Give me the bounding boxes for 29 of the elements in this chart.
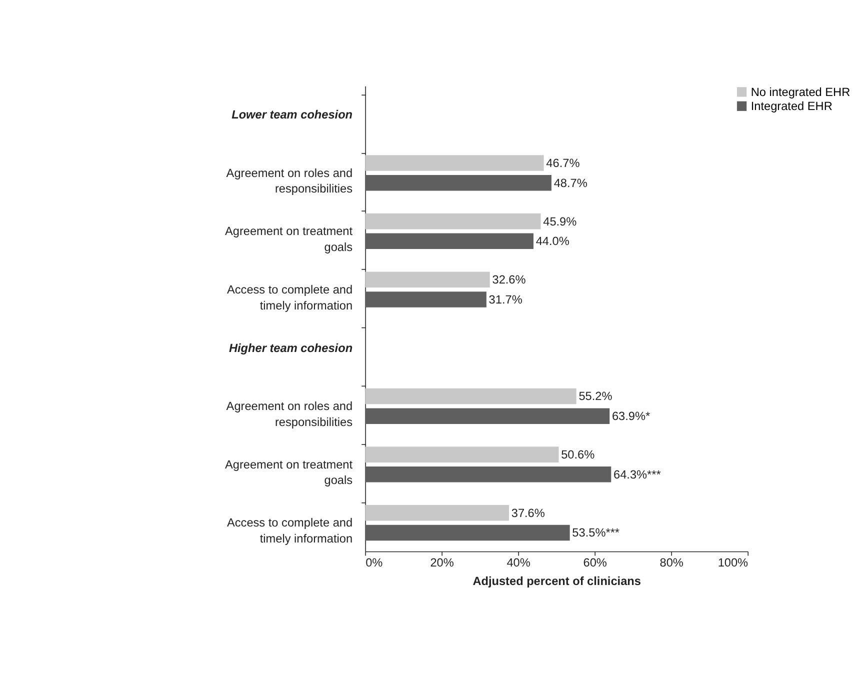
data-label: 63.9%* <box>612 409 651 424</box>
data-label: 31.7% <box>488 292 523 306</box>
y-tick-label: Higher team cohesion <box>228 340 353 355</box>
data-label: 48.7% <box>554 176 588 190</box>
data-label: 64.3%*** <box>614 467 662 482</box>
y-tick-label: Access to complete and timely information <box>226 516 353 546</box>
y-tick-label: Agreement on roles and responsibilities <box>226 166 353 196</box>
y-tick-label: Agreement on treatment goals <box>224 457 354 488</box>
data-label: 50.6% <box>561 448 596 462</box>
data-label: 37.6% <box>511 506 546 520</box>
legend-label: Integrated EHR <box>750 99 832 114</box>
x-tick-label: 20% <box>430 556 454 570</box>
y-tick-label: Agreement on roles and responsibilities <box>226 399 353 429</box>
y-tick-label: Access to complete and timely information <box>226 282 353 312</box>
data-label: 53.5%*** <box>572 526 620 540</box>
data-label: 46.7% <box>546 156 580 170</box>
y-tick-label: Lower team cohesion <box>232 108 353 122</box>
data-label: 55.2% <box>578 389 613 404</box>
x-tick-label: 100% <box>718 556 749 570</box>
data-label: 44.0% <box>536 234 570 248</box>
x-tick-label: 60% <box>583 556 608 570</box>
x-tick-label: 80% <box>660 556 684 570</box>
data-label: 45.9% <box>543 214 578 228</box>
x-tick-label: 40% <box>506 556 531 570</box>
x-axis-title: Adjusted percent of clinicians <box>472 574 642 588</box>
x-tick-label: 0% <box>366 556 384 570</box>
legend-label: No integrated EHR <box>750 84 850 99</box>
y-tick-label: Agreement on treatment goals <box>224 224 354 254</box>
data-label: 32.6% <box>492 272 526 287</box>
